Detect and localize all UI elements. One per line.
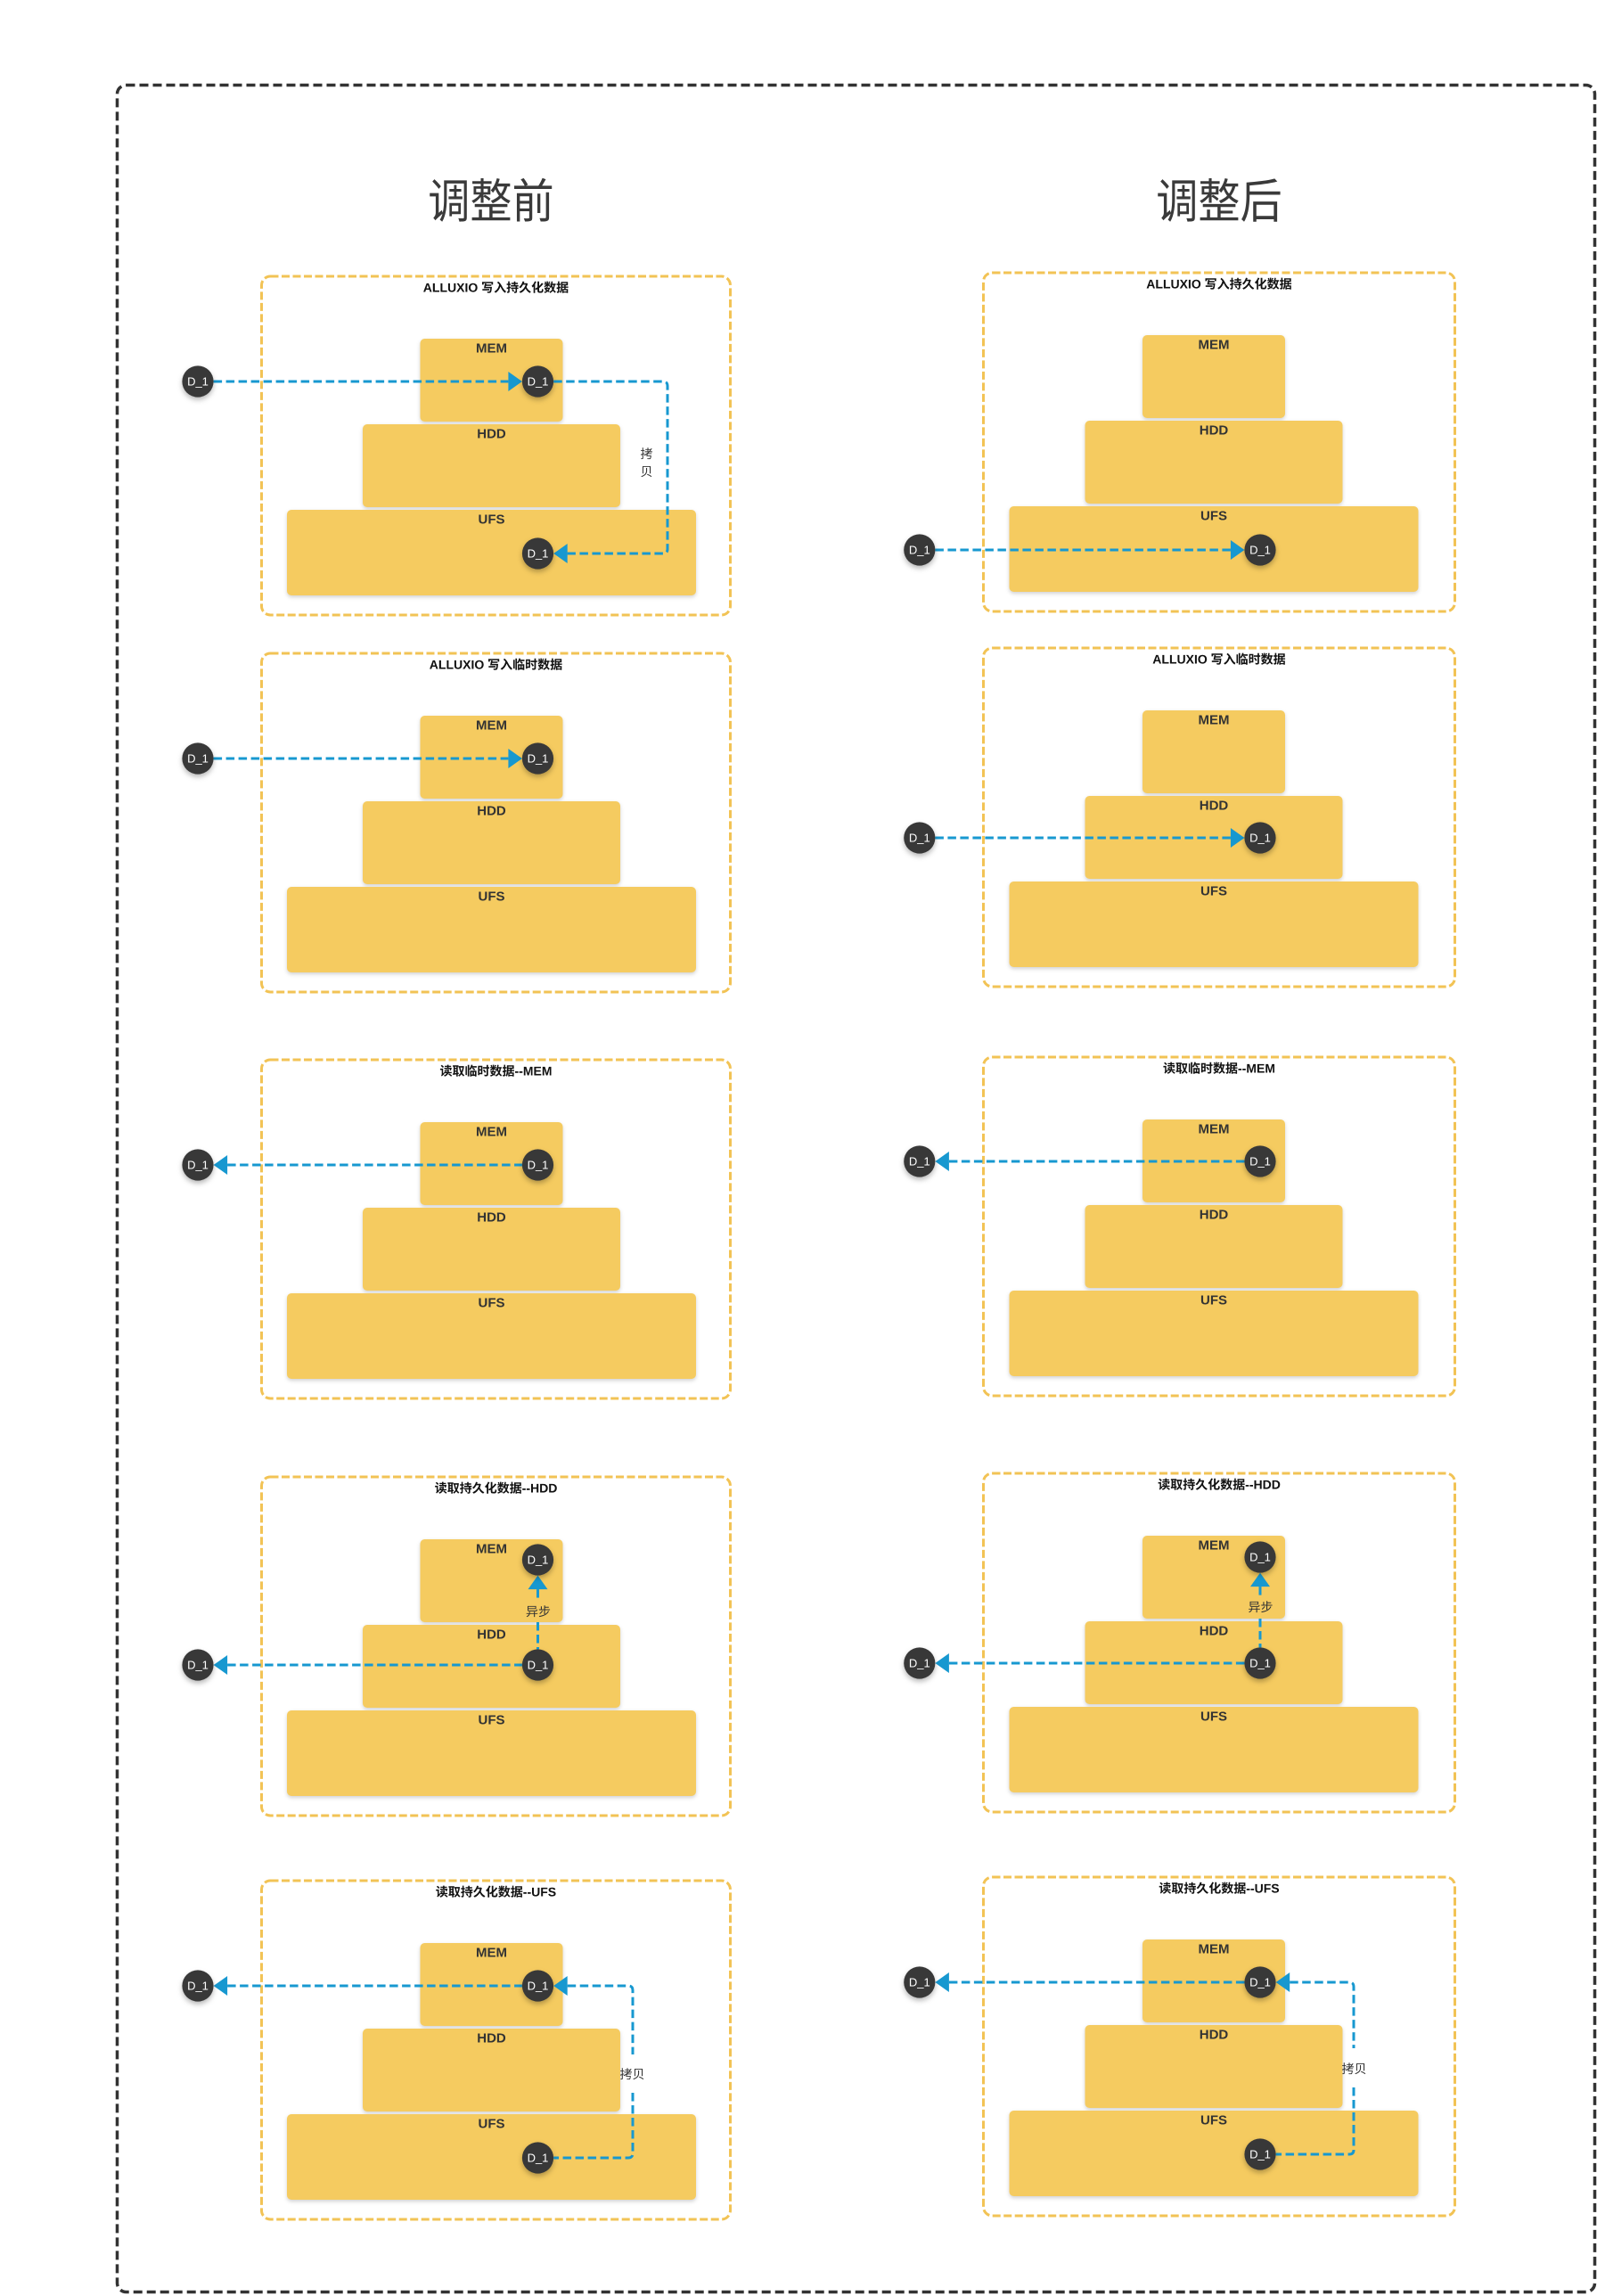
svg-text:D_1: D_1: [909, 1657, 930, 1670]
svg-text:D_1: D_1: [528, 1159, 549, 1172]
svg-text:D_1: D_1: [528, 2152, 549, 2165]
svg-text:D_1: D_1: [528, 752, 549, 766]
svg-text:D_1: D_1: [1249, 1976, 1271, 1989]
svg-text:D_1: D_1: [187, 1659, 209, 1672]
svg-text:HDD: HDD: [477, 427, 506, 442]
svg-text:D_1: D_1: [528, 375, 549, 389]
svg-text:HDD: HDD: [1200, 2028, 1229, 2043]
svg-text:UFS: UFS: [479, 1296, 505, 1311]
svg-text:MEM: MEM: [1199, 1942, 1230, 1957]
svg-text:D_1: D_1: [1249, 544, 1271, 557]
svg-text:D_1: D_1: [187, 1159, 209, 1172]
svg-text:HDD: HDD: [477, 2031, 506, 2046]
svg-text:HDD: HDD: [477, 804, 506, 819]
svg-text:MEM: MEM: [476, 1125, 507, 1140]
svg-text:HDD: HDD: [1200, 1624, 1229, 1639]
svg-text:MEM: MEM: [1199, 1122, 1230, 1137]
svg-text:UFS: UFS: [479, 512, 505, 528]
svg-text:D_1: D_1: [909, 1155, 930, 1168]
svg-text:MEM: MEM: [1199, 713, 1230, 728]
svg-text:MEM: MEM: [1199, 1538, 1230, 1554]
svg-text:D_1: D_1: [528, 1980, 549, 1993]
svg-text:MEM: MEM: [1199, 338, 1230, 353]
svg-text:MEM: MEM: [476, 1946, 507, 1961]
svg-text:UFS: UFS: [1200, 509, 1227, 524]
svg-text:D_1: D_1: [528, 1659, 549, 1672]
svg-text:D_1: D_1: [909, 544, 930, 557]
svg-text:D_1: D_1: [1249, 832, 1271, 845]
svg-text:UFS: UFS: [479, 1713, 505, 1728]
svg-text:MEM: MEM: [476, 1542, 507, 1557]
svg-text:D_1: D_1: [187, 752, 209, 766]
svg-text:UFS: UFS: [1200, 1293, 1227, 1308]
svg-text:UFS: UFS: [479, 2117, 505, 2132]
svg-text:D_1: D_1: [1249, 1551, 1271, 1564]
svg-text:UFS: UFS: [1200, 2113, 1227, 2128]
svg-text:UFS: UFS: [1200, 884, 1227, 899]
svg-text:D_1: D_1: [909, 832, 930, 845]
svg-text:HDD: HDD: [477, 1628, 506, 1643]
svg-text:D_1: D_1: [528, 547, 549, 561]
svg-text:HDD: HDD: [477, 1210, 506, 1226]
svg-text:D_1: D_1: [1249, 1155, 1271, 1168]
svg-text:HDD: HDD: [1200, 423, 1229, 439]
svg-text:MEM: MEM: [476, 718, 507, 734]
svg-text:UFS: UFS: [479, 890, 505, 905]
svg-text:D_1: D_1: [528, 1554, 549, 1567]
svg-text:D_1: D_1: [909, 1976, 930, 1989]
svg-text:D_1: D_1: [1249, 2148, 1271, 2161]
svg-text:UFS: UFS: [1200, 1710, 1227, 1725]
svg-text:HDD: HDD: [1200, 799, 1229, 814]
svg-text:D_1: D_1: [187, 1980, 209, 1993]
svg-text:HDD: HDD: [1200, 1208, 1229, 1223]
svg-text:D_1: D_1: [1249, 1657, 1271, 1670]
svg-text:MEM: MEM: [476, 341, 507, 357]
svg-text:D_1: D_1: [187, 375, 209, 389]
